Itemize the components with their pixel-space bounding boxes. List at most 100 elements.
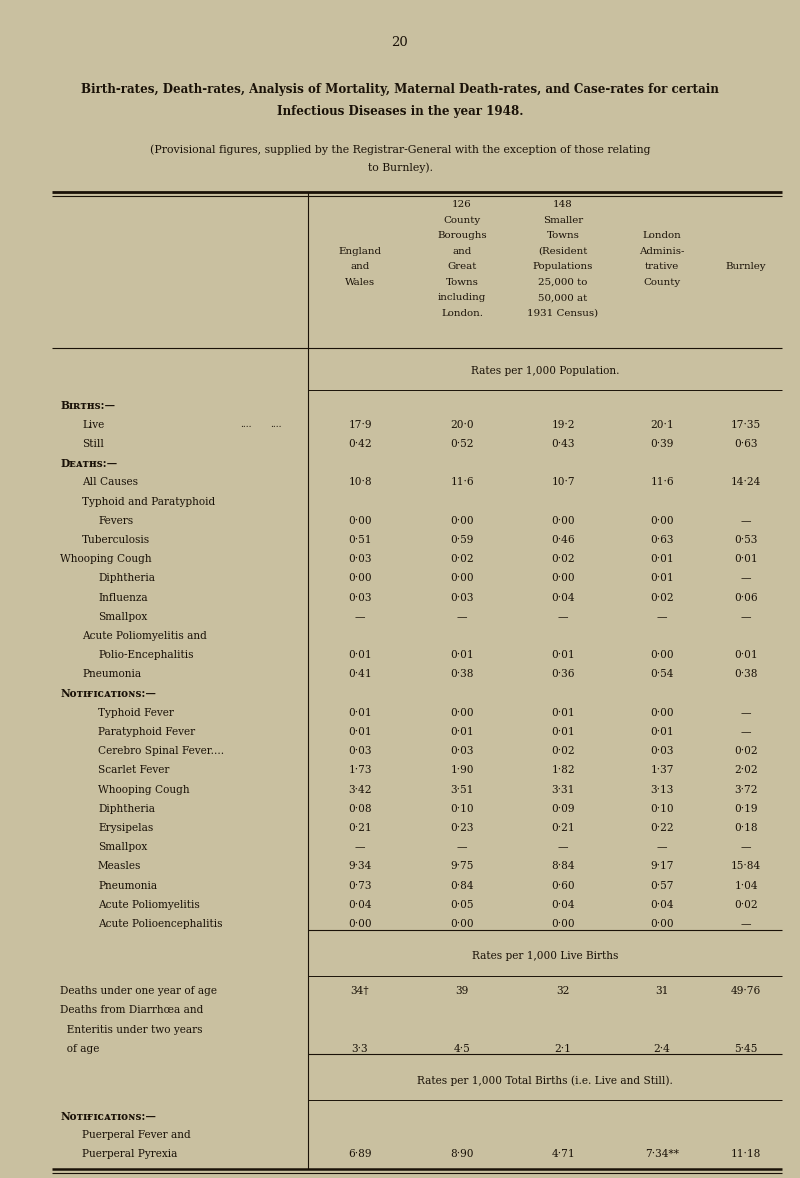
Text: Diphtheria: Diphtheria	[98, 803, 155, 814]
Text: —: —	[741, 919, 751, 929]
Text: 0·38: 0·38	[450, 669, 474, 680]
Text: 0·02: 0·02	[551, 746, 575, 756]
Text: 0·00: 0·00	[450, 708, 474, 717]
Text: 0·01: 0·01	[551, 727, 575, 737]
Text: 0·04: 0·04	[551, 593, 575, 603]
Text: London: London	[642, 232, 682, 240]
Text: 0·63: 0·63	[734, 439, 758, 449]
Text: Live: Live	[82, 419, 104, 430]
Text: Infectious Diseases in the year 1948.: Infectious Diseases in the year 1948.	[277, 106, 523, 119]
Text: 0·36: 0·36	[551, 669, 574, 680]
Text: —: —	[457, 611, 467, 622]
Text: 0·02: 0·02	[734, 746, 758, 756]
Text: 20·0: 20·0	[450, 419, 474, 430]
Text: Puerperal Pyrexia: Puerperal Pyrexia	[82, 1150, 178, 1159]
Text: Diphtheria: Diphtheria	[98, 574, 155, 583]
Text: Typhoid Fever: Typhoid Fever	[98, 708, 174, 717]
Text: 0·02: 0·02	[450, 554, 474, 564]
Text: 0·08: 0·08	[348, 803, 372, 814]
Text: 0·01: 0·01	[348, 727, 372, 737]
Text: Rates per 1,000 Total Births (i.e. Live and Still).: Rates per 1,000 Total Births (i.e. Live …	[417, 1076, 673, 1086]
Text: 0·60: 0·60	[551, 881, 575, 891]
Text: 148: 148	[553, 200, 573, 210]
Text: and: and	[452, 247, 472, 256]
Text: 10·7: 10·7	[551, 477, 575, 488]
Text: County: County	[643, 278, 681, 287]
Text: 0·42: 0·42	[348, 439, 372, 449]
Text: —: —	[354, 842, 366, 852]
Text: 4·71: 4·71	[551, 1150, 575, 1159]
Text: 17·35: 17·35	[731, 419, 761, 430]
Text: 0·01: 0·01	[734, 650, 758, 660]
Text: 0·03: 0·03	[450, 593, 474, 603]
Text: 0·03: 0·03	[348, 746, 372, 756]
Text: 0·01: 0·01	[734, 554, 758, 564]
Text: —: —	[741, 611, 751, 622]
Text: 0·38: 0·38	[734, 669, 758, 680]
Text: Rates per 1,000 Population.: Rates per 1,000 Population.	[470, 366, 619, 376]
Text: 0·39: 0·39	[650, 439, 674, 449]
Text: Fevers: Fevers	[98, 516, 133, 525]
Text: 11·6: 11·6	[450, 477, 474, 488]
Text: 0·00: 0·00	[450, 919, 474, 929]
Text: County: County	[443, 216, 481, 225]
Text: 0·73: 0·73	[348, 881, 372, 891]
Text: Great: Great	[447, 263, 477, 271]
Text: Deaths from Diarrhœa and: Deaths from Diarrhœa and	[60, 1005, 203, 1015]
Text: Adminis-: Adminis-	[639, 247, 685, 256]
Text: 1·37: 1·37	[650, 766, 674, 775]
Text: 0·00: 0·00	[348, 516, 372, 525]
Text: 9·17: 9·17	[650, 861, 674, 872]
Text: 0·03: 0·03	[348, 554, 372, 564]
Text: Deaths under one year of age: Deaths under one year of age	[60, 986, 217, 997]
Text: 0·02: 0·02	[734, 900, 758, 909]
Text: (Resident: (Resident	[538, 247, 588, 256]
Text: Bɪʀᴛʜѕ:—: Bɪʀᴛʜѕ:—	[60, 401, 115, 411]
Text: 0·51: 0·51	[348, 535, 372, 545]
Text: —: —	[741, 516, 751, 525]
Text: ....: ....	[270, 421, 282, 429]
Text: 0·10: 0·10	[450, 803, 474, 814]
Text: 0·06: 0·06	[734, 593, 758, 603]
Text: 0·59: 0·59	[450, 535, 474, 545]
Text: Influenza: Influenza	[98, 593, 148, 603]
Text: ....: ....	[240, 421, 251, 429]
Text: 0·22: 0·22	[650, 823, 674, 833]
Text: Pneumonia: Pneumonia	[98, 881, 157, 891]
Text: Towns: Towns	[446, 278, 478, 287]
Text: 0·00: 0·00	[650, 708, 674, 717]
Text: 0·01: 0·01	[551, 650, 575, 660]
Text: 0·53: 0·53	[734, 535, 758, 545]
Text: 0·00: 0·00	[551, 919, 575, 929]
Text: Boroughs: Boroughs	[437, 232, 487, 240]
Text: 0·19: 0·19	[734, 803, 758, 814]
Text: 0·00: 0·00	[450, 516, 474, 525]
Text: 0·04: 0·04	[551, 900, 575, 909]
Text: 0·03: 0·03	[650, 746, 674, 756]
Text: 49·76: 49·76	[731, 986, 761, 997]
Text: 6·89: 6·89	[348, 1150, 372, 1159]
Text: Smallpox: Smallpox	[98, 611, 147, 622]
Text: 1·90: 1·90	[450, 766, 474, 775]
Text: Whooping Cough: Whooping Cough	[60, 554, 152, 564]
Text: Burnley: Burnley	[726, 263, 766, 271]
Text: 0·01: 0·01	[650, 554, 674, 564]
Text: 50,000 at: 50,000 at	[538, 293, 588, 303]
Text: 0·21: 0·21	[551, 823, 575, 833]
Text: —: —	[558, 611, 568, 622]
Text: Nᴏᴛɪғɪᴄᴀᴛɪᴏɴѕ:—: Nᴏᴛɪғɪᴄᴀᴛɪᴏɴѕ:—	[60, 1111, 156, 1121]
Text: 32: 32	[556, 986, 570, 997]
Text: 5·45: 5·45	[734, 1044, 758, 1054]
Text: including: including	[438, 293, 486, 303]
Text: 0·52: 0·52	[450, 439, 474, 449]
Text: 3·3: 3·3	[352, 1044, 368, 1054]
Text: 0·63: 0·63	[650, 535, 674, 545]
Text: 19·2: 19·2	[551, 419, 574, 430]
Text: 0·23: 0·23	[450, 823, 474, 833]
Text: —: —	[558, 842, 568, 852]
Text: Populations: Populations	[533, 263, 593, 271]
Text: 9·34: 9·34	[348, 861, 372, 872]
Text: 0·41: 0·41	[348, 669, 372, 680]
Text: 0·04: 0·04	[650, 900, 674, 909]
Text: Towns: Towns	[546, 232, 579, 240]
